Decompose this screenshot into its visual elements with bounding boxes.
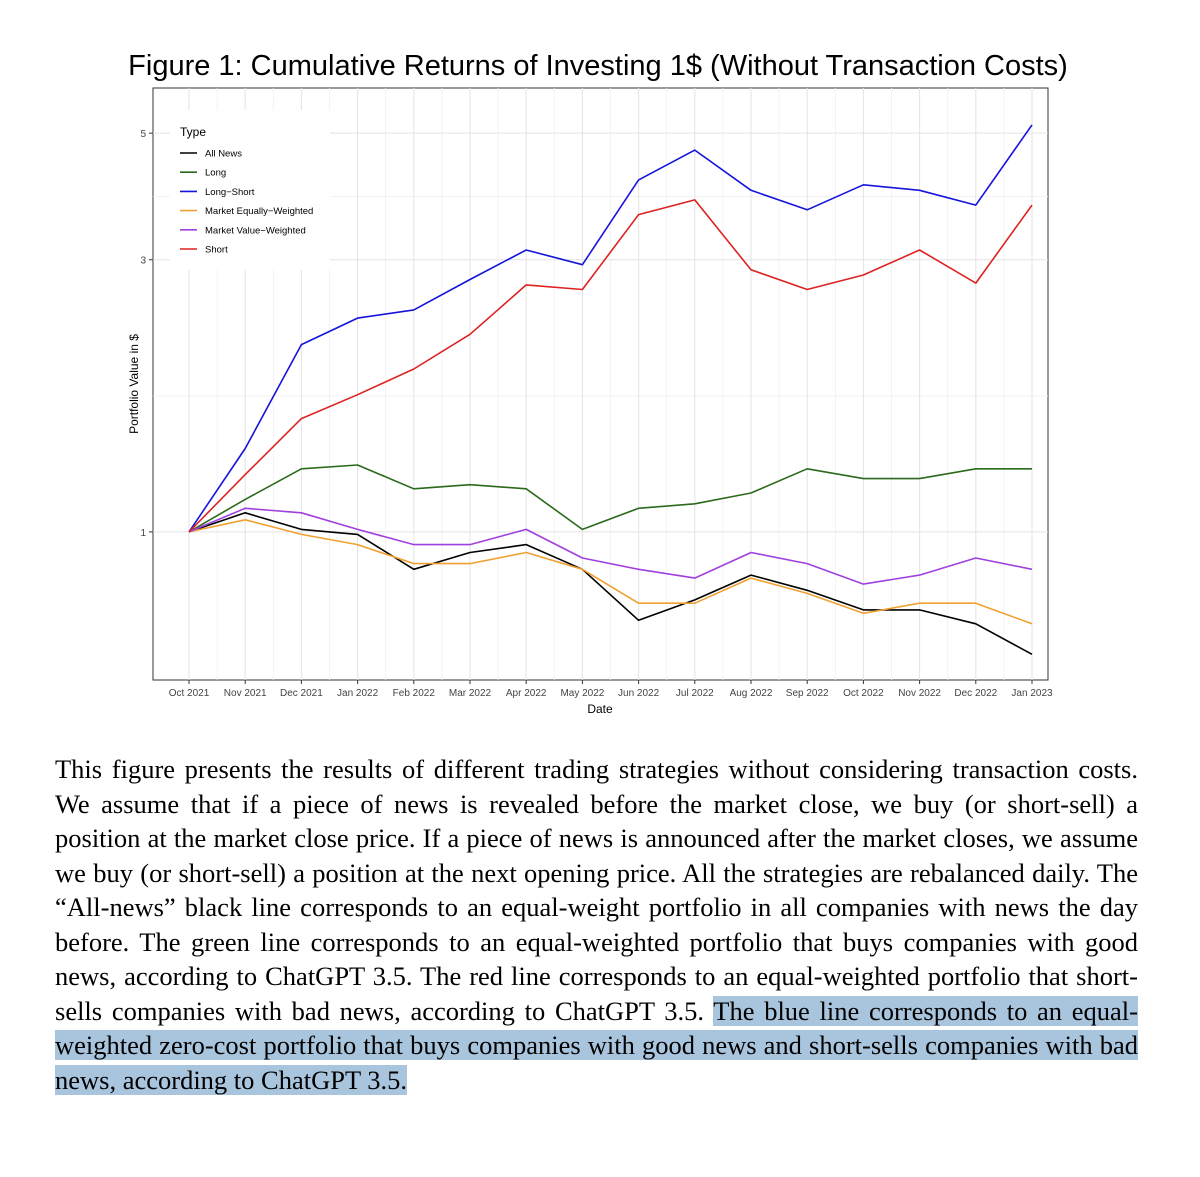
x-tick-label: Aug 2022 xyxy=(730,688,773,699)
caption: This figure presents the results of diff… xyxy=(55,752,1138,1097)
x-tick-label: Oct 2022 xyxy=(843,688,884,699)
x-tick-label: Oct 2021 xyxy=(169,688,210,699)
x-tick-label: Dec 2022 xyxy=(954,688,997,699)
legend-box xyxy=(170,110,330,270)
y-tick-label: 5 xyxy=(140,129,146,140)
y-tick-label: 3 xyxy=(140,256,146,267)
legend-title: Type xyxy=(180,125,206,139)
series-line xyxy=(188,199,1033,533)
legend-label: Market Value−Weighted xyxy=(205,225,306,236)
x-tick-label: Dec 2021 xyxy=(280,688,323,699)
x-tick-label: Jul 2022 xyxy=(676,688,714,699)
x-tick-label: Sep 2022 xyxy=(786,688,829,699)
series-line xyxy=(188,507,1033,585)
legend-label: All News xyxy=(205,149,242,160)
legend-label: Long−Short xyxy=(205,187,255,198)
legend-label: Short xyxy=(205,245,228,256)
x-tick-label: Feb 2022 xyxy=(393,688,436,699)
series-line xyxy=(188,124,1033,533)
x-tick-label: Jan 2022 xyxy=(337,688,379,699)
y-tick-label: 1 xyxy=(140,528,146,539)
series-line xyxy=(188,464,1032,533)
legend: Type All News Long Long−Short Market Equally… xyxy=(170,110,330,270)
chart-title: Figure 1: Cumulative Returns of Investin… xyxy=(128,50,1068,82)
y-axis-title: Portfolio Value in $ xyxy=(127,334,141,434)
x-tick-label: Apr 2022 xyxy=(506,688,547,699)
x-tick-label: Nov 2022 xyxy=(898,688,941,699)
x-tick-label: Mar 2022 xyxy=(449,688,492,699)
x-tick-label: Jun 2022 xyxy=(618,688,660,699)
figure: Figure 1: Cumulative Returns of Investin… xyxy=(127,50,1068,716)
caption-text: This figure presents the results of diff… xyxy=(55,754,1138,1026)
legend-label: Long xyxy=(205,168,226,179)
x-axis-title: Date xyxy=(587,702,613,716)
x-tick-label: Nov 2021 xyxy=(224,688,267,699)
series-line xyxy=(188,511,1033,656)
x-tick-label: May 2022 xyxy=(560,688,604,699)
x-tick-label: Jan 2023 xyxy=(1011,688,1053,699)
series-line xyxy=(188,518,1033,625)
legend-label: Market Equally−Weighted xyxy=(205,206,313,217)
